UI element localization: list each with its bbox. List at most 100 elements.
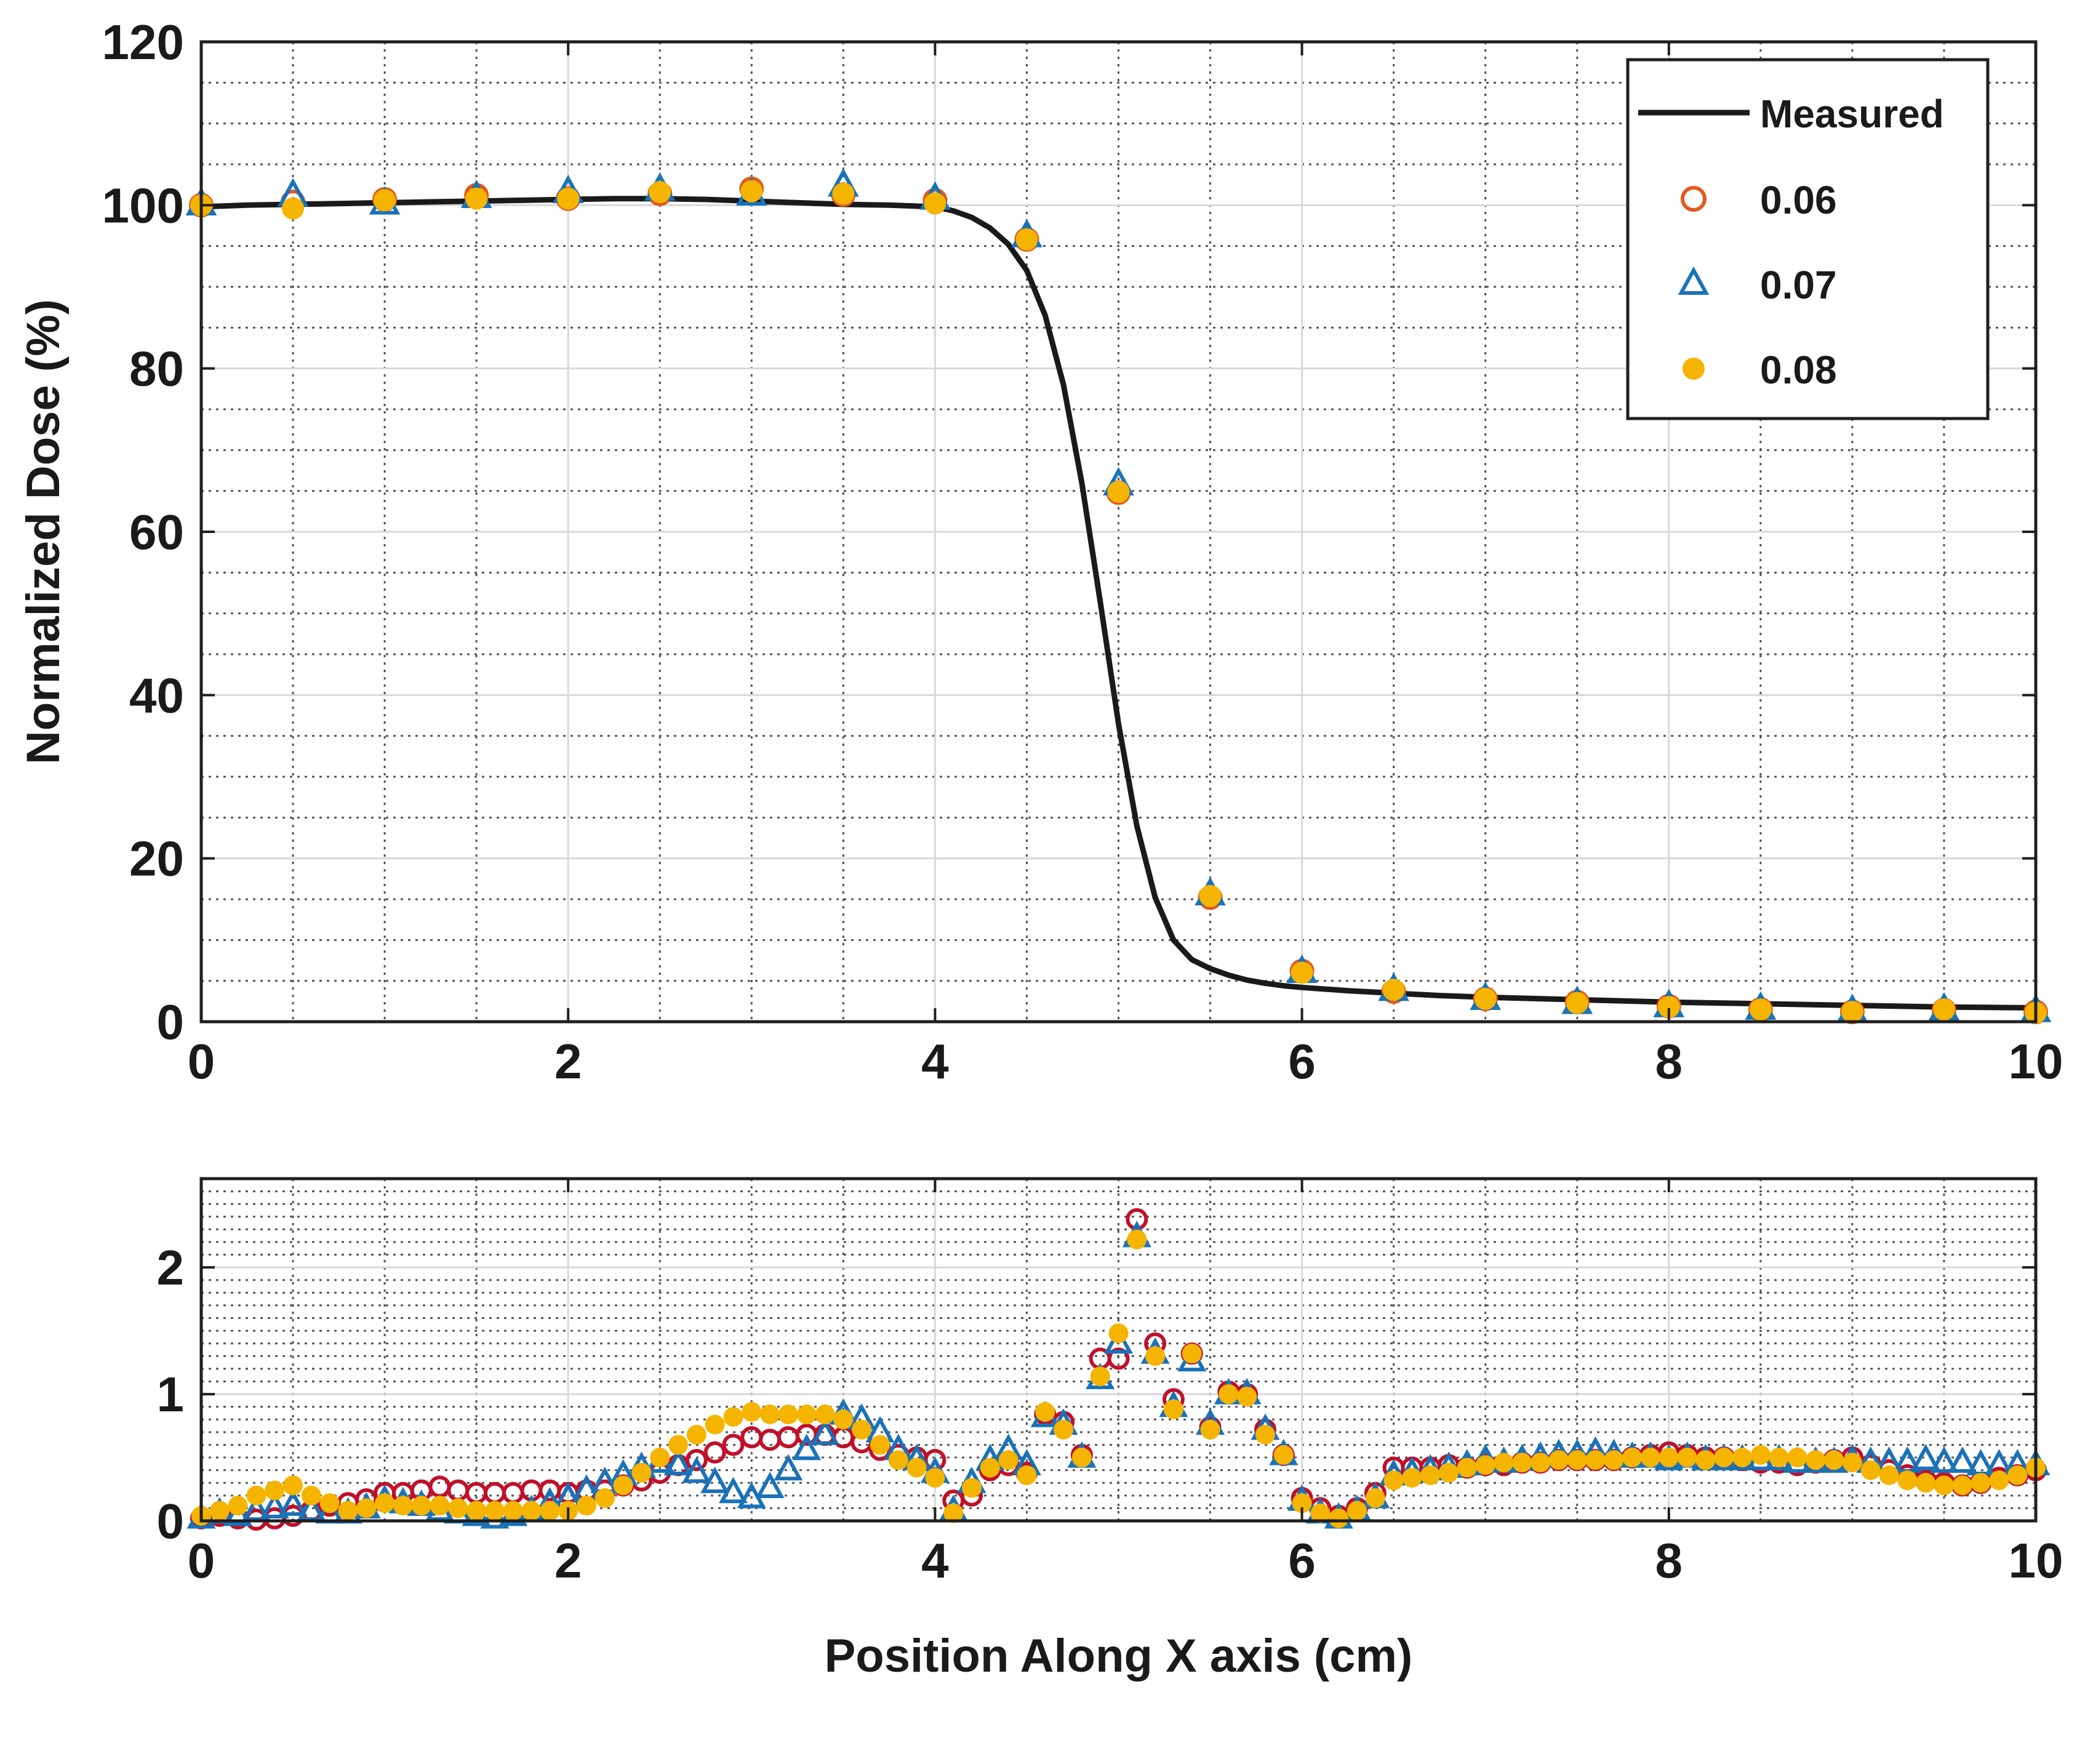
bottom-tick-layer: 0 2 4 6 8 10 0 1 2 bbox=[157, 1179, 2063, 1588]
data-point-0-08 bbox=[393, 1496, 413, 1516]
data-point-0-07 bbox=[700, 1466, 730, 1493]
data-point-0-07 bbox=[663, 1449, 693, 1475]
bottom-chart-panel: 0 2 4 6 8 10 0 1 2 Position Along X axis (cm) bbox=[157, 1177, 2063, 1682]
data-point-0-08 bbox=[740, 180, 763, 202]
data-point-0-07 bbox=[278, 1489, 308, 1516]
data-point-0-08 bbox=[557, 187, 580, 210]
legend-label-0-08: 0.08 bbox=[1760, 348, 1837, 392]
data-point-0-08 bbox=[1657, 996, 1680, 1019]
data-point-0-08 bbox=[282, 197, 305, 220]
data-point-0-08 bbox=[356, 1498, 377, 1518]
data-point-0-08 bbox=[650, 1448, 670, 1468]
data-point-0-07 bbox=[719, 1477, 748, 1504]
data-point-0-06 bbox=[1107, 1347, 1130, 1370]
data-point-0-08 bbox=[1015, 228, 1038, 251]
y-tick-label: 60 bbox=[129, 505, 184, 559]
data-point-0-08 bbox=[375, 1493, 395, 1513]
data-point-0-08 bbox=[1989, 1470, 2009, 1491]
data-point-0-08 bbox=[209, 1501, 230, 1521]
data-point-0-08 bbox=[1182, 1344, 1202, 1364]
data-point-0-08 bbox=[594, 1488, 615, 1508]
y-tick-label: 120 bbox=[102, 15, 184, 70]
top-y-axis-label: Normalized Dose (%) bbox=[17, 299, 70, 764]
data-point-0-08 bbox=[1494, 1453, 1514, 1473]
data-point-0-08 bbox=[1585, 1450, 1606, 1470]
data-point-0-08 bbox=[1695, 1450, 1716, 1470]
data-point-0-08 bbox=[778, 1405, 798, 1425]
data-point-0-08 bbox=[430, 1496, 450, 1516]
series-0-07 bbox=[186, 1221, 2051, 1529]
data-point-0-08 bbox=[319, 1493, 340, 1513]
x-tick-label: 6 bbox=[1288, 1533, 1316, 1588]
data-point-0-08 bbox=[1219, 1384, 1239, 1405]
data-point-0-08 bbox=[668, 1435, 689, 1455]
data-point-0-08 bbox=[613, 1475, 633, 1496]
data-point-0-08 bbox=[301, 1485, 321, 1505]
data-point-0-08 bbox=[1566, 992, 1588, 1014]
data-point-0-07 bbox=[297, 1494, 326, 1521]
data-point-0-08 bbox=[924, 192, 946, 215]
y-tick-label: 2 bbox=[157, 1240, 185, 1295]
y-tick-label: 40 bbox=[129, 668, 184, 723]
data-point-0-08 bbox=[1071, 1448, 1092, 1468]
data-point-0-08 bbox=[1035, 1401, 1055, 1422]
data-point-0-08 bbox=[1292, 1493, 1312, 1513]
data-point-0-08 bbox=[465, 187, 488, 210]
data-point-0-08 bbox=[1659, 1448, 1679, 1468]
x-tick-label: 10 bbox=[2009, 1034, 2063, 1089]
data-point-0-06 bbox=[465, 1481, 488, 1504]
x-tick-label: 8 bbox=[1655, 1533, 1683, 1588]
data-point-0-08 bbox=[1017, 1465, 1037, 1485]
data-point-0-08 bbox=[852, 1419, 872, 1440]
data-point-0-08 bbox=[1512, 1453, 1532, 1473]
legend-label-0-06: 0.06 bbox=[1760, 178, 1837, 222]
data-point-0-08 bbox=[1107, 480, 1130, 503]
data-point-0-08 bbox=[1329, 1508, 1349, 1528]
data-point-0-07 bbox=[810, 1418, 840, 1445]
data-point-0-08 bbox=[1090, 1366, 1110, 1387]
data-point-0-08 bbox=[906, 1457, 927, 1478]
bottom-series-layer bbox=[186, 1208, 2051, 1531]
data-point-0-08 bbox=[1714, 1448, 1734, 1468]
data-point-0-08 bbox=[577, 1496, 597, 1516]
data-point-0-08 bbox=[1806, 1450, 1826, 1470]
data-point-0-08 bbox=[1787, 1448, 1807, 1468]
data-point-0-08 bbox=[943, 1503, 964, 1523]
data-point-0-08 bbox=[1474, 987, 1497, 1010]
data-point-0-08 bbox=[1531, 1453, 1551, 1473]
data-point-0-08 bbox=[760, 1405, 780, 1425]
bottom-x-axis-label: Position Along X axis (cm) bbox=[825, 1630, 1413, 1682]
legend-marker-0-08 bbox=[1683, 358, 1705, 380]
data-point-0-08 bbox=[815, 1405, 835, 1425]
data-point-0-08 bbox=[228, 1496, 248, 1516]
data-point-0-08 bbox=[649, 181, 671, 204]
y-tick-label: 100 bbox=[102, 178, 184, 233]
data-point-0-08 bbox=[888, 1450, 908, 1470]
data-point-0-08 bbox=[448, 1498, 468, 1518]
data-point-0-08 bbox=[1127, 1229, 1147, 1249]
data-point-0-08 bbox=[1310, 1503, 1331, 1523]
data-point-0-08 bbox=[1952, 1475, 1972, 1496]
data-point-0-08 bbox=[1622, 1448, 1643, 1468]
data-point-0-08 bbox=[1365, 1488, 1385, 1508]
data-point-0-08 bbox=[265, 1480, 285, 1501]
data-point-0-08 bbox=[832, 182, 855, 205]
data-point-0-08 bbox=[374, 189, 396, 212]
data-point-0-08 bbox=[1567, 1450, 1587, 1470]
legend-box bbox=[1626, 58, 1990, 420]
data-point-0-08 bbox=[1108, 1323, 1129, 1344]
data-point-0-08 bbox=[1200, 1419, 1220, 1440]
data-point-0-08 bbox=[1879, 1465, 1899, 1485]
data-point-0-08 bbox=[521, 1501, 542, 1521]
x-tick-label: 2 bbox=[554, 1533, 582, 1588]
data-point-0-07 bbox=[1929, 1446, 1959, 1473]
bottom-axes-frame bbox=[199, 1177, 2038, 1523]
data-point-0-08 bbox=[411, 1496, 431, 1516]
x-tick-label: 2 bbox=[554, 1034, 582, 1089]
data-point-0-08 bbox=[1255, 1424, 1275, 1445]
data-point-0-07 bbox=[774, 1454, 803, 1481]
data-point-0-08 bbox=[1439, 1462, 1459, 1483]
data-point-0-08 bbox=[1383, 1470, 1404, 1491]
data-point-0-08 bbox=[1457, 1457, 1477, 1478]
